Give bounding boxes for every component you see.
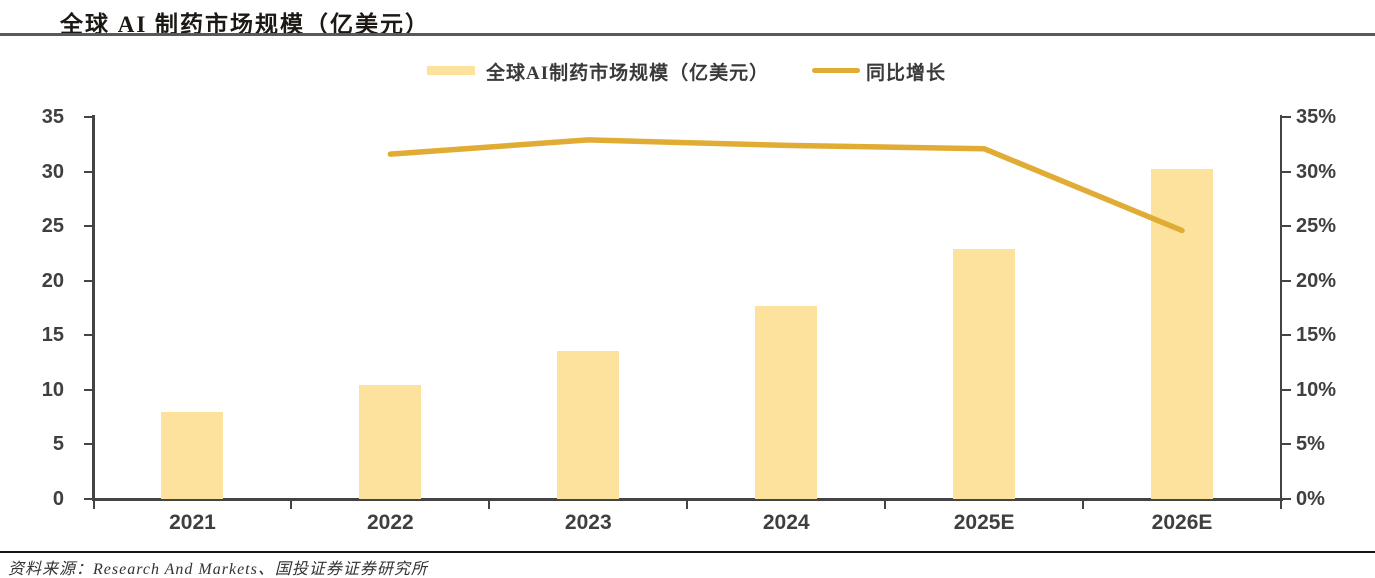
source-note: 资料来源：Research And Markets、国投证券证券研究所: [8, 561, 428, 578]
chart-title: 全球 AI 制药市场规模（亿美元）: [60, 12, 431, 37]
y-axis-left-label: 10: [41, 378, 64, 401]
left-axis-tick: [83, 334, 94, 337]
right-axis-line: [1279, 115, 1283, 501]
y-axis-right-label: 15%: [1296, 324, 1337, 347]
right-axis-tick: [1281, 279, 1291, 282]
left-axis-tick: [83, 170, 94, 173]
bar-2025E: [953, 249, 1016, 499]
y-axis-right-label: 30%: [1296, 160, 1337, 183]
y-axis-right-label: 5%: [1296, 433, 1325, 456]
right-axis-tick: [1281, 334, 1291, 337]
y-axis-left-label: 20: [41, 269, 64, 292]
y-axis-left-label: 5: [52, 433, 64, 456]
y-axis-right-label: 10%: [1296, 378, 1337, 401]
bar-2024: [755, 305, 818, 499]
y-axis-right-label: 0%: [1296, 488, 1325, 510]
left-axis-tick: [83, 443, 94, 446]
bar-2023: [557, 350, 620, 499]
legend-bar-swatch-icon: [427, 66, 475, 75]
x-axis-label: 2025E: [953, 511, 1015, 534]
right-axis-tick: [1281, 170, 1291, 173]
bottom-axis-line: [92, 497, 1283, 501]
right-axis-tick: [1281, 388, 1291, 391]
x-axis-tick: [1280, 500, 1282, 509]
left-axis-tick: [83, 279, 94, 282]
y-axis-right-label: 25%: [1296, 215, 1337, 238]
y-axis-right-label: 20%: [1296, 269, 1337, 292]
x-axis-label: 2026E: [1151, 511, 1213, 534]
y-axis-left-label: 35: [41, 106, 64, 128]
y-axis-left-label: 0: [52, 488, 64, 510]
y-axis-left-label: 25: [41, 215, 64, 238]
x-axis-label: 2022: [367, 511, 414, 534]
x-axis-tick: [92, 500, 95, 509]
x-axis-tick: [884, 500, 887, 509]
footer-rule: [0, 551, 1375, 553]
y-axis-left-label: 30: [41, 160, 64, 183]
legend-label-market-size: 全球AI制药市场规模（亿美元）: [486, 63, 770, 84]
right-axis-tick: [1281, 498, 1291, 500]
x-axis-label: 2021: [169, 511, 216, 534]
right-axis-tick: [1281, 443, 1291, 446]
y-axis-right-label: 35%: [1296, 106, 1337, 128]
bar-2021: [161, 411, 224, 499]
left-axis-tick: [83, 116, 94, 118]
x-axis-tick: [1082, 500, 1085, 509]
left-axis-tick: [83, 388, 94, 391]
left-axis-tick: [83, 225, 94, 228]
x-axis-tick: [488, 500, 491, 509]
left-axis-tick: [83, 498, 94, 500]
x-axis-tick: [290, 500, 293, 509]
bar-2022: [359, 385, 422, 499]
legend-label-yoy-growth: 同比增长: [866, 63, 947, 84]
left-axis-line: [92, 115, 95, 501]
y-axis-left-label: 15: [41, 324, 64, 347]
right-axis-tick: [1281, 116, 1291, 118]
x-axis-label: 2023: [564, 511, 612, 534]
legend-line-swatch-icon: [812, 68, 860, 73]
title-underline: [0, 33, 1375, 36]
right-axis-tick: [1281, 225, 1291, 228]
x-axis-tick: [686, 500, 689, 509]
x-axis-label: 2024: [762, 511, 810, 534]
